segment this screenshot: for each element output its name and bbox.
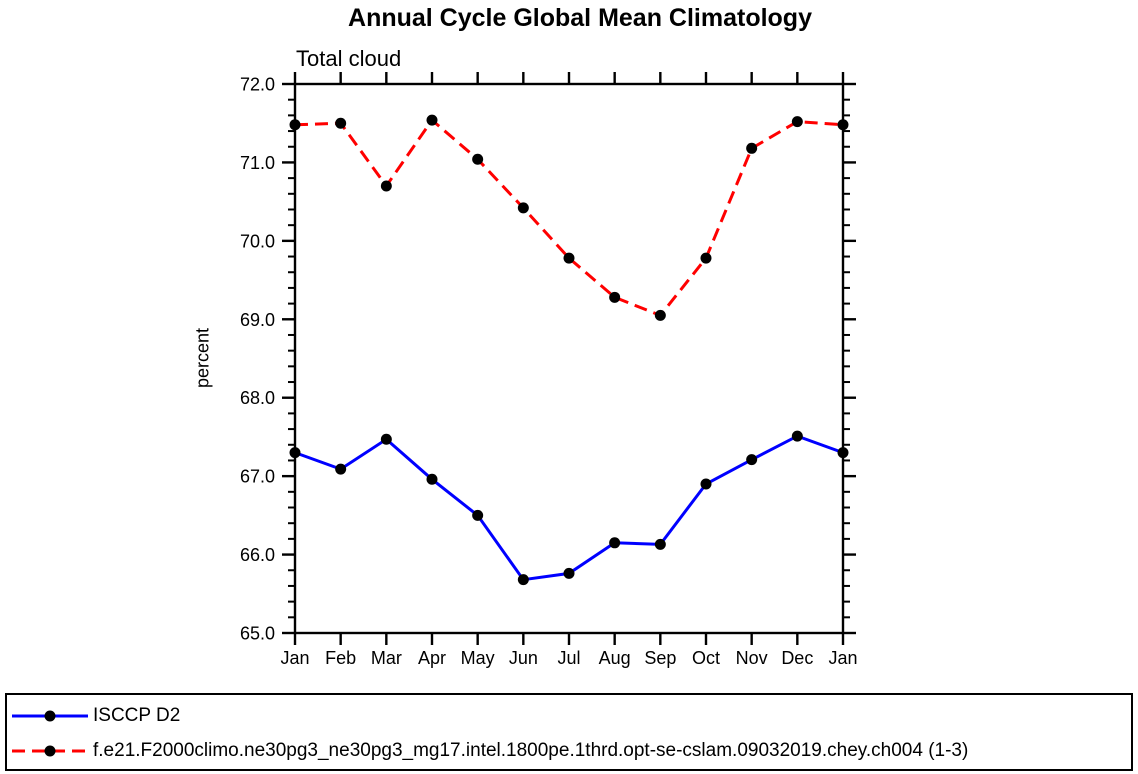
data-point-marker <box>335 463 347 475</box>
data-point-marker <box>837 119 849 131</box>
chart-title: Annual Cycle Global Mean Climatology <box>348 4 812 32</box>
data-point-marker <box>289 119 301 131</box>
chart-subtitle: Total cloud <box>296 46 402 71</box>
data-point-marker <box>472 509 484 521</box>
legend-box: ISCCP D2 f.e21.F2000climo.ne30pg3_ne30pg… <box>5 693 1133 771</box>
data-point-marker <box>791 430 803 442</box>
plot-area: 65.0 66.0 67.0 68.0 69.0 70.0 71.0 72.0 Jan Feb Ma… <box>240 72 858 668</box>
x-tick-label: Dec <box>781 648 813 668</box>
x-tick-label: Oct <box>692 648 720 668</box>
data-point-marker <box>837 447 849 459</box>
data-point-marker <box>517 574 529 586</box>
data-point-marker <box>563 567 575 579</box>
x-tick-label: Apr <box>418 648 446 668</box>
data-point-marker <box>609 291 621 303</box>
x-tick-label: Sep <box>644 648 676 668</box>
legend-label-model: f.e21.F2000climo.ne30pg3_ne30pg3_mg17.in… <box>93 740 969 761</box>
data-point-marker <box>654 538 666 550</box>
data-point-marker <box>700 252 712 264</box>
data-point-marker <box>426 114 438 126</box>
y-tick-label: 71.0 <box>240 153 275 173</box>
data-point-marker <box>335 117 347 129</box>
x-tick-label: Jul <box>557 648 580 668</box>
data-point-marker <box>380 433 392 445</box>
y-tick-label: 67.0 <box>240 467 275 487</box>
legend-sample-dashed <box>12 745 88 757</box>
x-tick-label: Feb <box>325 648 356 668</box>
legend-label-isccp: ISCCP D2 <box>93 705 181 726</box>
data-point-marker <box>791 116 803 128</box>
series-line-0 <box>294 434 844 582</box>
x-tick-label: Jun <box>509 648 538 668</box>
legend-item-model: f.e21.F2000climo.ne30pg3_ne30pg3_mg17.in… <box>10 736 968 766</box>
data-point-marker <box>746 454 758 466</box>
data-point-marker <box>472 153 484 165</box>
legend-item-isccp: ISCCP D2 <box>10 701 180 731</box>
data-point-marker <box>517 202 529 214</box>
x-tick-label: Nov <box>736 648 768 668</box>
y-tick-label: 72.0 <box>240 75 275 95</box>
data-point-marker <box>289 447 301 459</box>
data-point-marker <box>746 142 758 154</box>
data-point-marker <box>426 473 438 485</box>
x-tick-label: Aug <box>599 648 631 668</box>
legend-marker-dot <box>44 710 56 722</box>
legend-sample-solid <box>12 710 88 722</box>
x-tick-label: Jan <box>828 648 857 668</box>
data-point-marker <box>654 309 666 321</box>
series-line-1 <box>294 117 844 318</box>
y-tick-label: 69.0 <box>240 310 275 330</box>
data-point-marker <box>380 180 392 192</box>
y-tick-label: 70.0 <box>240 231 275 251</box>
x-tick-label: Mar <box>371 648 402 668</box>
x-tick-label: May <box>461 648 495 668</box>
data-point-marker <box>700 478 712 490</box>
y-tick-label: 68.0 <box>240 388 275 408</box>
y-tick-label: 65.0 <box>240 624 275 644</box>
data-point-marker <box>609 537 621 549</box>
legend-marker-dot <box>44 745 56 757</box>
y-tick-label: 66.0 <box>240 545 275 565</box>
plot-frame <box>293 82 845 635</box>
data-point-marker <box>563 252 575 264</box>
x-tick-label: Jan <box>280 648 309 668</box>
